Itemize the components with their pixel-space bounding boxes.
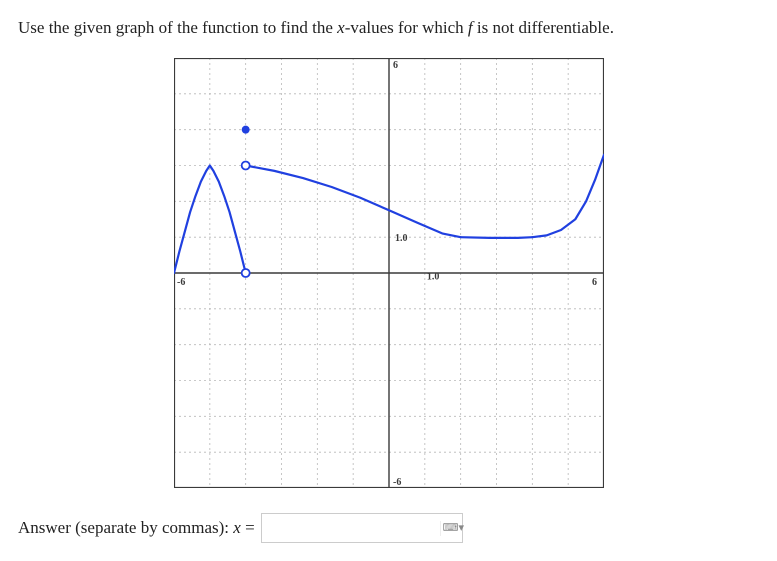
answer-label: Answer (separate by commas): x = bbox=[18, 518, 255, 538]
question-prompt: Use the given graph of the function to f… bbox=[18, 18, 759, 38]
prompt-var-x: x bbox=[337, 18, 345, 37]
svg-text:1.0: 1.0 bbox=[395, 233, 408, 244]
prompt-post: is not differentiable. bbox=[473, 18, 614, 37]
graph-container: 6 -6 -6 6 1.0 1.0 bbox=[18, 58, 759, 493]
svg-text:6: 6 bbox=[592, 277, 597, 288]
function-graph: 6 -6 -6 6 1.0 1.0 bbox=[174, 58, 604, 488]
svg-text:-6: -6 bbox=[177, 277, 185, 288]
svg-text:1.0: 1.0 bbox=[426, 271, 439, 282]
prompt-mid: -values for which bbox=[345, 18, 468, 37]
prompt-pre: Use the given graph of the function to f… bbox=[18, 18, 337, 37]
answer-input[interactable] bbox=[262, 516, 440, 540]
math-keyboard-icon[interactable]: ⌨▾ bbox=[440, 521, 465, 536]
answer-input-wrapper[interactable]: ⌨▾ bbox=[261, 513, 463, 543]
svg-text:6: 6 bbox=[393, 60, 398, 71]
svg-text:-6: -6 bbox=[393, 477, 401, 488]
